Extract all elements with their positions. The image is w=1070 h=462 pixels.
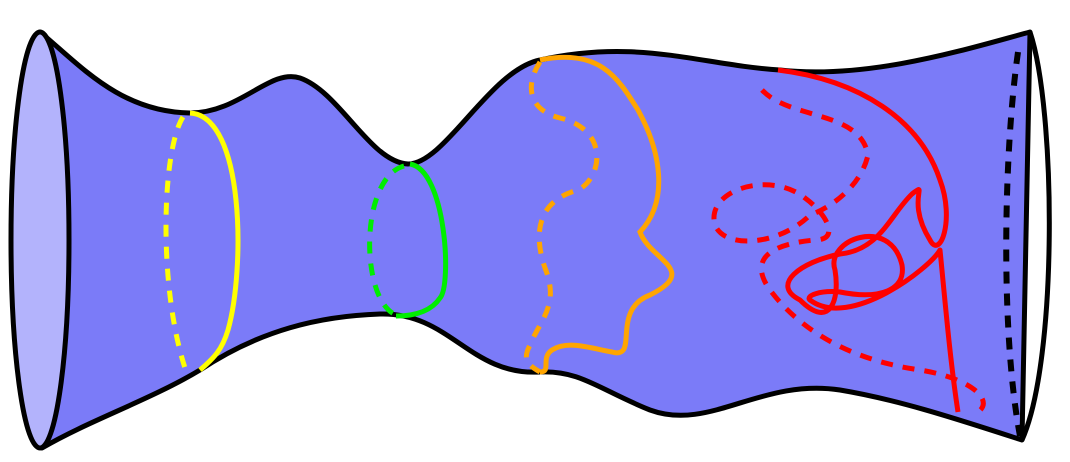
red-loop-back	[711, 88, 986, 415]
orange-loop-front	[539, 54, 675, 375]
orange-loop-back	[523, 60, 600, 375]
green-loop-front	[395, 161, 449, 319]
yellow-loop-front	[189, 110, 241, 372]
right-boundary-dashed	[1003, 51, 1023, 437]
left-end-cap	[8, 29, 72, 451]
red-loop-front	[777, 67, 961, 413]
right-end-outline	[1019, 31, 1052, 442]
